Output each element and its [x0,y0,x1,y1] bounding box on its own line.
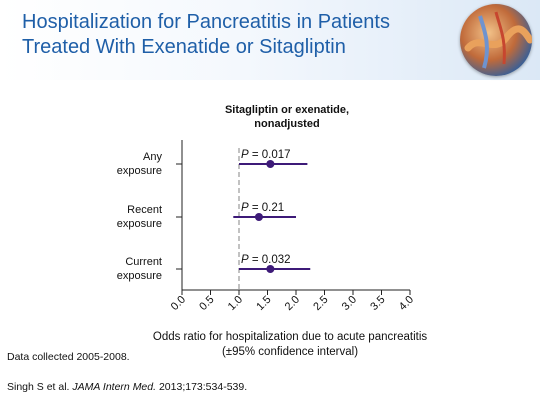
x-tick-label: 0.5 [197,294,216,313]
slide-title-line1: Hospitalization for Pancreatitis in Pati… [22,11,390,33]
x-tick-label: 3.5 [368,294,387,313]
row-label-line2: exposure [117,165,162,177]
row-label-line1: Current [125,256,162,268]
citation-journal: JAMA Intern Med. [72,381,157,393]
x-tick-label: 0.0 [169,294,188,313]
point-estimate [266,265,275,273]
header-band [0,0,540,80]
x-tick-label: 4.0 [397,294,416,313]
row-label-line2: exposure [117,218,162,230]
citation: Singh S et al. JAMA Intern Med. 2013;173… [7,381,247,393]
x-axis-label: Odds ratio for hospitalization due to ac… [130,330,450,360]
p-value-label: P = 0.032 [241,254,291,266]
point-estimate [266,160,275,168]
x-axis-label-line2: (±95% confidence interval) [221,346,359,358]
x-tick-label: 2.0 [283,294,302,313]
chart-title: Sitagliptin or exenatide, nonadjusted [212,103,362,131]
chart-title-line1: Sitagliptin or exenatide, [224,104,350,116]
pancreas-anatomy-image [460,4,532,76]
x-tick-label: 2.5 [311,294,330,313]
row-label-line2: exposure [117,270,162,282]
slide-title: Hospitalization for Pancreatitis in Pati… [22,10,442,60]
p-value-label: P = 0.21 [241,202,284,214]
data-note: Data collected 2005-2008. [7,351,130,363]
citation-authors: Singh S et al. [7,381,70,393]
slide-title-line2: Treated With Exenatide or Sitagliptin [22,36,346,58]
row-label-line1: Recent [127,204,162,216]
citation-rest: 2013;173:534-539. [158,381,248,393]
chart-title-line2: nonadjusted [254,118,320,130]
p-value-label: P = 0.017 [241,149,291,161]
x-tick-label: 1.0 [226,294,245,313]
point-estimate [254,213,263,221]
x-tick-label: 3.0 [340,294,359,313]
x-axis-label-line1: Odds ratio for hospitalization due to ac… [152,331,428,343]
row-label-line1: Any [143,151,162,163]
x-tick-label: 1.5 [254,294,273,313]
